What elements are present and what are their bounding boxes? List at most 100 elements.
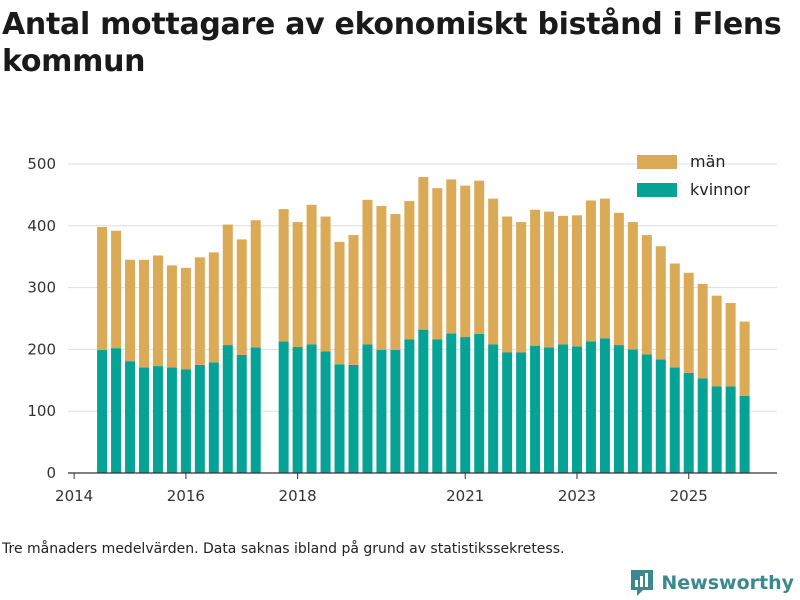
bar-man (418, 176, 429, 330)
bar-kvinnor (390, 350, 401, 473)
legend-swatch (637, 183, 677, 197)
bar-man (404, 201, 415, 340)
bar-kvinnor (250, 347, 261, 473)
bar-man (432, 188, 443, 340)
bar-man (669, 263, 680, 368)
bar-kvinnor (627, 349, 638, 473)
bar-kvinnor (208, 362, 219, 473)
bar-man (558, 215, 569, 345)
bar-man (641, 235, 652, 355)
bar-kvinnor (292, 346, 303, 473)
bar-kvinnor (180, 369, 191, 473)
bar-man (166, 265, 177, 368)
bar-kvinnor (558, 344, 569, 473)
bar-kvinnor (655, 359, 666, 473)
bar-man (446, 179, 457, 334)
bar-kvinnor (362, 344, 373, 473)
bar-kvinnor (571, 346, 582, 473)
x-tick-label: 2021 (446, 487, 484, 505)
bar-kvinnor (739, 395, 750, 473)
bar-kvinnor (530, 345, 541, 473)
bar-man (697, 283, 708, 379)
bar-kvinnor (418, 329, 429, 473)
bar-kvinnor (669, 367, 680, 473)
bar-kvinnor (306, 344, 317, 473)
bar-man (516, 222, 527, 353)
bar-kvinnor (585, 341, 596, 473)
bar-man (334, 241, 345, 365)
bar-kvinnor (111, 348, 122, 473)
x-tick-label: 2023 (558, 487, 596, 505)
bar-kvinnor (194, 364, 205, 473)
bar-kvinnor (683, 372, 694, 473)
bar-man (152, 255, 163, 367)
bar-man (236, 239, 247, 355)
x-tick-label: 2014 (55, 487, 93, 505)
y-axis: 0 100 200 300 400 500 (27, 155, 56, 482)
bar-man (655, 246, 666, 360)
newsworthy-logo: Newsworthy (629, 568, 794, 598)
bar-kvinnor (697, 378, 708, 473)
y-tick-label: 300 (27, 279, 56, 297)
bar-man (613, 212, 624, 346)
x-tick-label: 2016 (167, 487, 205, 505)
bar-kvinnor (446, 333, 457, 473)
bar-man (348, 235, 359, 365)
bar-man (488, 198, 499, 345)
bar-kvinnor (711, 386, 722, 473)
bar-man (194, 257, 205, 365)
bar-man (390, 214, 401, 351)
bar-man (111, 230, 122, 349)
bar-kvinnor (97, 350, 108, 473)
x-tick-label: 2025 (670, 487, 708, 505)
bar-kvinnor (474, 333, 485, 473)
bar-man (474, 180, 485, 334)
bar-man (571, 215, 582, 347)
bar-kvinnor (278, 341, 289, 473)
bar-man (138, 259, 149, 368)
y-tick-label: 0 (46, 464, 56, 482)
chart-title: Antal mottagare av ekonomiskt bistånd i … (2, 7, 782, 79)
y-tick-label: 100 (27, 402, 56, 420)
bars (97, 176, 750, 473)
bar-man (460, 185, 471, 338)
bar-kvinnor (376, 350, 387, 473)
bar-man (599, 198, 610, 339)
bar-kvinnor (348, 364, 359, 473)
bar-kvinnor (460, 337, 471, 473)
bar-man (306, 204, 317, 345)
bar-kvinnor (320, 351, 331, 473)
bar-kvinnor (236, 354, 247, 473)
y-tick-label: 200 (27, 340, 56, 358)
bar-man (222, 224, 233, 346)
bar-man (502, 216, 513, 353)
bar-man (376, 206, 387, 351)
bar-man (585, 200, 596, 342)
bar-kvinnor (166, 367, 177, 473)
legend-swatch (637, 155, 677, 169)
footnote: Tre månaders medelvärden. Data saknas ib… (2, 541, 565, 557)
bar-kvinnor (599, 338, 610, 473)
bar-kvinnor (725, 386, 736, 473)
brand-name: Newsworthy (661, 572, 794, 594)
bar-man (725, 303, 736, 387)
bar-man (250, 220, 261, 348)
bar-man (320, 216, 331, 352)
bar-kvinnor (516, 352, 527, 473)
bar-kvinnor (404, 339, 415, 473)
bar-man (627, 222, 638, 350)
bar-man (711, 295, 722, 387)
newsworthy-logo-icon (631, 570, 654, 596)
bar-man (362, 199, 373, 345)
bar-man (530, 209, 541, 346)
y-tick-label: 400 (27, 217, 56, 235)
bar-kvinnor (502, 352, 513, 473)
legend: män kvinnor (637, 152, 750, 199)
bar-kvinnor (613, 345, 624, 473)
bar-man (125, 259, 136, 362)
x-tick-label: 2018 (279, 487, 317, 505)
bar-man (739, 321, 750, 396)
bar-man (97, 227, 108, 351)
bar-kvinnor (488, 344, 499, 473)
bar-kvinnor (544, 347, 555, 473)
